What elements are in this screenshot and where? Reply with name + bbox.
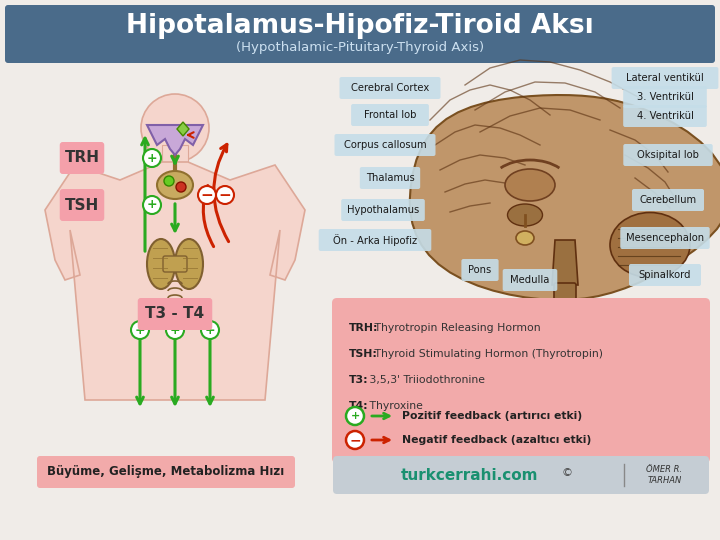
FancyBboxPatch shape	[629, 264, 701, 286]
FancyBboxPatch shape	[163, 256, 187, 272]
Circle shape	[143, 149, 161, 167]
Text: Ön - Arka Hipofiz: Ön - Arka Hipofiz	[333, 234, 417, 246]
FancyBboxPatch shape	[60, 142, 104, 174]
FancyBboxPatch shape	[37, 456, 295, 488]
Text: Negatif feedback (azaltıcı etki): Negatif feedback (azaltıcı etki)	[402, 435, 591, 445]
Circle shape	[198, 186, 216, 204]
FancyBboxPatch shape	[340, 77, 441, 99]
Text: +: +	[204, 323, 215, 336]
Polygon shape	[162, 145, 188, 162]
FancyBboxPatch shape	[335, 134, 436, 156]
Circle shape	[141, 94, 209, 162]
Text: Cerebellum: Cerebellum	[639, 195, 696, 205]
Ellipse shape	[175, 239, 203, 289]
Polygon shape	[177, 122, 189, 136]
FancyBboxPatch shape	[360, 167, 420, 189]
Polygon shape	[45, 162, 305, 400]
FancyBboxPatch shape	[319, 229, 431, 251]
Text: TSH: TSH	[65, 198, 99, 213]
Text: Lateral ventikül: Lateral ventikül	[626, 73, 704, 83]
Text: 3. Ventrikül: 3. Ventrikül	[636, 92, 693, 102]
Circle shape	[346, 431, 364, 449]
Text: Hipotalamus-Hipofiz-Tiroid Aksı: Hipotalamus-Hipofiz-Tiroid Aksı	[126, 13, 594, 39]
FancyBboxPatch shape	[632, 189, 704, 211]
Text: Büyüme, Gelişme, Metabolizma Hızı: Büyüme, Gelişme, Metabolizma Hızı	[48, 465, 284, 478]
Circle shape	[143, 196, 161, 214]
Text: −: −	[219, 187, 231, 202]
FancyBboxPatch shape	[503, 269, 557, 291]
Ellipse shape	[157, 171, 193, 199]
Text: Medulla: Medulla	[510, 275, 549, 285]
Text: Frontal lob: Frontal lob	[364, 110, 416, 120]
FancyBboxPatch shape	[621, 227, 710, 249]
Text: T4:: T4:	[349, 401, 369, 411]
Circle shape	[176, 182, 186, 192]
Text: Thalamus: Thalamus	[366, 173, 415, 183]
Text: 4. Ventrikül: 4. Ventrikül	[636, 111, 693, 121]
Text: Thyroid Stimulating Hormon (Thyrotropin): Thyroid Stimulating Hormon (Thyrotropin)	[371, 349, 603, 359]
Text: +: +	[147, 199, 157, 212]
FancyBboxPatch shape	[60, 189, 104, 221]
Circle shape	[131, 321, 149, 339]
FancyBboxPatch shape	[333, 456, 709, 494]
Circle shape	[201, 321, 219, 339]
FancyBboxPatch shape	[462, 259, 498, 281]
Polygon shape	[410, 95, 720, 300]
Polygon shape	[147, 125, 203, 155]
Circle shape	[346, 407, 364, 425]
Polygon shape	[552, 240, 578, 285]
Circle shape	[164, 176, 174, 186]
FancyBboxPatch shape	[341, 199, 425, 221]
Text: −: −	[349, 433, 361, 447]
Circle shape	[216, 186, 234, 204]
Text: TRH:: TRH:	[349, 323, 379, 333]
Text: (Hypothalamic-Pituitary-Thyroid Axis): (Hypothalamic-Pituitary-Thyroid Axis)	[236, 42, 484, 55]
FancyBboxPatch shape	[624, 105, 707, 127]
FancyBboxPatch shape	[624, 144, 713, 166]
Text: ÖMER R.
TARHAN: ÖMER R. TARHAN	[647, 465, 683, 485]
Text: +: +	[170, 323, 180, 336]
Text: −: −	[201, 187, 213, 202]
Text: +: +	[135, 323, 145, 336]
Text: 3,5,3' Triiodothronine: 3,5,3' Triiodothronine	[366, 375, 485, 385]
Text: turkcerrahi.com: turkcerrahi.com	[401, 468, 539, 483]
Ellipse shape	[516, 231, 534, 245]
Text: Mesencephalon: Mesencephalon	[626, 233, 704, 243]
Text: Pons: Pons	[469, 265, 492, 275]
Text: ©: ©	[562, 468, 573, 478]
FancyBboxPatch shape	[138, 298, 212, 330]
FancyBboxPatch shape	[5, 5, 715, 63]
Text: T3 - T4: T3 - T4	[145, 307, 204, 321]
Text: +: +	[351, 411, 359, 421]
Text: Cerebral Cortex: Cerebral Cortex	[351, 83, 429, 93]
Text: Spinalkord: Spinalkord	[639, 270, 691, 280]
FancyBboxPatch shape	[554, 283, 576, 342]
Ellipse shape	[505, 169, 555, 201]
FancyBboxPatch shape	[351, 104, 429, 126]
Text: Thyroxine: Thyroxine	[366, 401, 423, 411]
FancyBboxPatch shape	[624, 86, 707, 108]
Ellipse shape	[610, 213, 690, 278]
FancyBboxPatch shape	[611, 67, 719, 89]
FancyBboxPatch shape	[332, 298, 710, 463]
Text: +: +	[147, 152, 157, 165]
Text: T3:: T3:	[349, 375, 369, 385]
Circle shape	[166, 321, 184, 339]
Text: Oksipital lob: Oksipital lob	[637, 150, 699, 160]
Text: TSH:: TSH:	[349, 349, 378, 359]
Ellipse shape	[508, 204, 542, 226]
Text: Thyrotropin Releasing Hormon: Thyrotropin Releasing Hormon	[371, 323, 541, 333]
Text: Hypothalamus: Hypothalamus	[347, 205, 419, 215]
Text: TRH: TRH	[65, 151, 99, 165]
Ellipse shape	[147, 239, 175, 289]
Text: Pozitif feedback (artırıcı etki): Pozitif feedback (artırıcı etki)	[402, 411, 582, 421]
Text: Corpus callosum: Corpus callosum	[343, 140, 426, 150]
